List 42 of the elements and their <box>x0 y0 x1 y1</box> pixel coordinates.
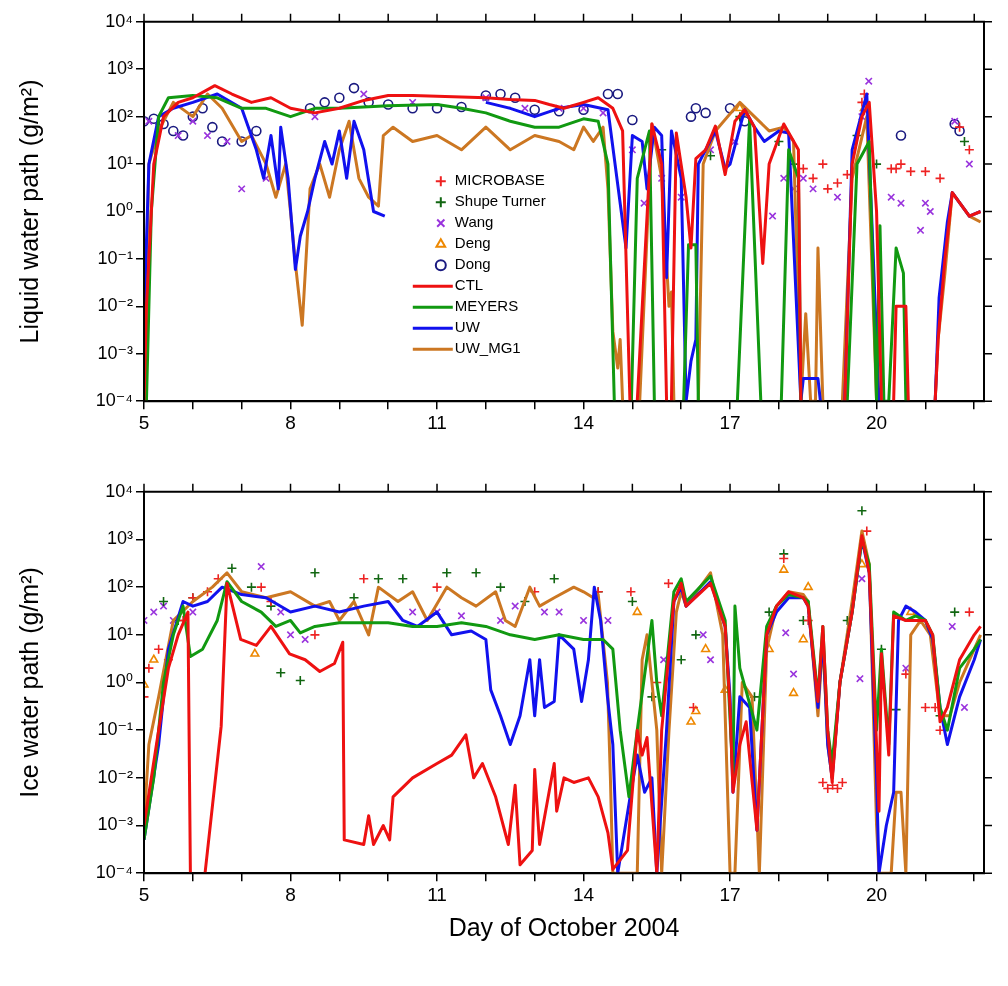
legend-label: MEYERS <box>454 297 519 315</box>
y-tick-label: 10¹ <box>106 153 134 174</box>
y-axis-title: Ice water path (g/m²) <box>14 567 43 798</box>
legend-label: UW <box>454 318 481 336</box>
x-axis-title: Day of October 2004 <box>448 912 680 941</box>
x-tick-label: 14 <box>572 883 595 905</box>
y-tick-label: 10² <box>106 576 134 597</box>
y-tick-label: 10⁻³ <box>97 342 133 363</box>
y-tick-label: 10⁴ <box>105 10 133 31</box>
y-tick-label: 10⁰ <box>105 671 133 692</box>
y-tick-label: 10⁻³ <box>97 814 133 835</box>
y-tick-label: 10² <box>106 105 134 126</box>
y-tick-label: 10⁻⁴ <box>95 862 133 883</box>
legend-label: Shupe Turner <box>454 192 546 210</box>
legend-label: Deng <box>454 234 491 252</box>
y-tick-label: 10⁰ <box>105 200 133 221</box>
x-tick-label: 17 <box>719 411 741 433</box>
y-tick-label: 10³ <box>106 528 134 549</box>
x-tick-label: 5 <box>138 883 150 905</box>
x-tick-label: 14 <box>572 411 595 433</box>
x-tick-label: 5 <box>138 411 150 433</box>
x-tick-label: 20 <box>865 883 888 905</box>
y-tick-label: 10⁻¹ <box>97 719 133 740</box>
y-tick-label: 10³ <box>106 58 134 79</box>
legend-label: CTL <box>454 276 484 294</box>
x-tick-label: 17 <box>719 883 741 905</box>
y-tick-label: 10⁻¹ <box>97 247 133 268</box>
y-tick-label: 10¹ <box>106 623 134 644</box>
y-axis-title: Liquid water path (g/m²) <box>14 79 43 344</box>
x-tick-label: 11 <box>427 883 447 905</box>
y-tick-label: 10⁻² <box>97 766 133 787</box>
legend-label: Dong <box>454 255 491 273</box>
x-tick-label: 8 <box>285 411 296 433</box>
y-tick-label: 10⁴ <box>105 480 133 501</box>
x-tick-label: 11 <box>427 411 447 433</box>
legend-label: MICROBASE <box>454 171 545 189</box>
legend-label: UW_MG1 <box>454 339 521 357</box>
y-tick-label: 10⁻⁴ <box>95 390 133 411</box>
y-tick-label: 10⁻² <box>97 295 133 316</box>
x-tick-label: 8 <box>285 883 296 905</box>
x-tick-label: 20 <box>865 411 888 433</box>
legend-label: Wang <box>454 213 494 231</box>
